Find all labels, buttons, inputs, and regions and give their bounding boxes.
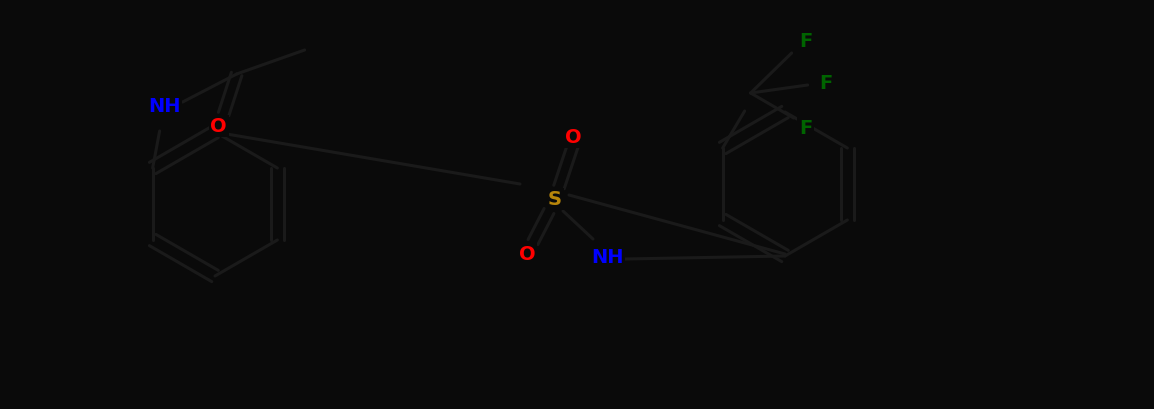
Text: F: F	[799, 32, 812, 52]
Text: O: O	[210, 117, 227, 136]
Text: NH: NH	[149, 97, 181, 116]
Text: O: O	[518, 245, 535, 264]
Text: O: O	[564, 128, 582, 147]
Text: S: S	[548, 190, 562, 209]
Text: NH: NH	[591, 248, 623, 267]
Text: F: F	[799, 119, 812, 138]
Text: F: F	[819, 74, 832, 93]
